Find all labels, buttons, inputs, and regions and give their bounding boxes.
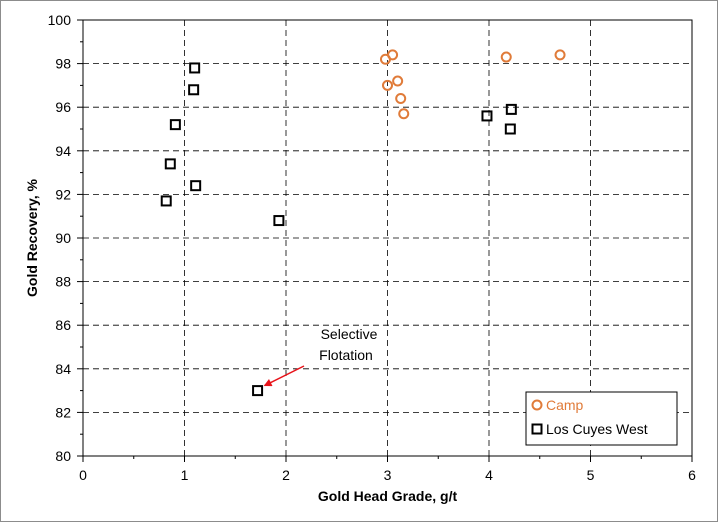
annotation-line-1: Selective (321, 326, 378, 342)
point-camp (554, 49, 566, 61)
point-los-cuyes-west (188, 84, 200, 96)
y-tick-label: 84 (55, 361, 71, 377)
x-tick-label: 0 (79, 467, 87, 483)
point-camp (500, 51, 512, 63)
x-tick-label: 5 (587, 467, 595, 483)
annotation-selective-flotation: Selective Flotation (263, 326, 378, 387)
point-los-cuyes-west (504, 123, 516, 135)
y-tick-label: 80 (55, 448, 71, 464)
point-los-cuyes-west (169, 119, 181, 131)
y-tick-label: 82 (55, 404, 71, 420)
point-los-cuyes-west (505, 103, 517, 115)
point-los-cuyes-west (189, 62, 201, 74)
legend-label-los-cuyes-west: Los Cuyes West (546, 421, 648, 437)
y-tick-label: 90 (55, 230, 71, 246)
point-camp (387, 49, 399, 61)
x-tick-label: 1 (181, 467, 189, 483)
x-tick-label: 4 (485, 467, 493, 483)
annotation-line-2: Flotation (319, 347, 373, 363)
y-tick-label: 88 (55, 274, 71, 290)
legend-box (525, 391, 678, 446)
legend-marker-camp (531, 399, 543, 411)
y-tick-label: 92 (55, 186, 71, 202)
legend-marker-los-cuyes-west (531, 423, 543, 435)
point-camp (398, 108, 410, 120)
x-tick-label: 6 (688, 467, 696, 483)
x-axis-tick-labels: 0 1 2 3 4 5 6 (79, 467, 696, 483)
y-tick-label: 98 (55, 56, 71, 72)
point-los-cuyes-west (273, 215, 285, 227)
point-los-cuyes-west (160, 195, 172, 207)
y-tick-label: 94 (55, 143, 71, 159)
y-axis-tick-labels: 80 82 84 86 88 90 92 94 96 98 100 (48, 12, 72, 464)
point-los-cuyes-west (164, 158, 176, 170)
legend: Camp Los Cuyes West (525, 391, 678, 446)
x-tick-label: 3 (384, 467, 392, 483)
legend-label-camp: Camp (546, 397, 584, 413)
point-camp (382, 79, 393, 91)
point-camp (392, 75, 404, 87)
y-tick-label: 100 (48, 12, 72, 28)
x-axis-label: Gold Head Grade, g/t (318, 488, 458, 504)
point-camp (395, 92, 407, 104)
point-los-cuyes-west (190, 180, 202, 192)
y-tick-label: 86 (55, 317, 71, 333)
data-points (160, 49, 566, 397)
y-axis-label: Gold Recovery, % (24, 178, 40, 297)
grid (83, 20, 692, 456)
axis-ticks (77, 19, 693, 462)
point-los-cuyes-west (481, 110, 493, 122)
y-tick-label: 96 (55, 99, 71, 115)
point-los-cuyes-west (252, 385, 264, 397)
x-tick-label: 2 (282, 467, 290, 483)
annotation-arrow (263, 365, 305, 387)
